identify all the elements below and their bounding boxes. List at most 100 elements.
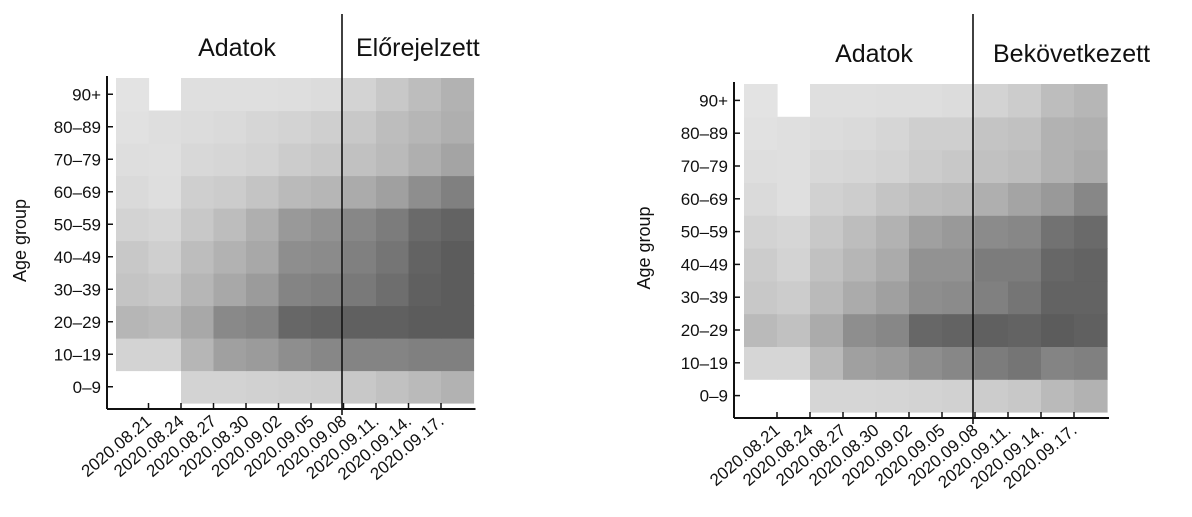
heatmap-cell-90+-col-6: [278, 78, 312, 112]
heatmap-cell-10-19-col-5: [876, 346, 910, 380]
y-tick-label: 10–19: [681, 354, 728, 373]
y-tick-label: 60–69: [681, 190, 728, 209]
heatmap-cell-40-49-col-5: [246, 240, 280, 274]
heatmap-cell-60-69-col-5: [246, 175, 280, 209]
heatmap-cell-10-19-col-6: [909, 346, 943, 380]
heatmap-cell-10-19-col-8: [975, 346, 1009, 380]
heatmap-cell-20-29-col-10: [408, 305, 442, 339]
heatmap-cell-10-19-col-4: [213, 338, 247, 372]
heatmap-cell-40-49-col-6: [278, 240, 312, 274]
heatmap-cell-60-69-col-1: [116, 175, 150, 209]
heatmap-cell-70-79-col-2: [777, 149, 811, 183]
heatmap-cell-80-89-col-8: [343, 110, 377, 144]
heatmap-cell-80-89-col-3: [810, 116, 844, 151]
heatmap-cell-60-69-col-3: [810, 182, 844, 216]
heatmap-cell-40-49-col-1: [116, 240, 150, 274]
heatmap-cell-20-29-col-11: [441, 305, 475, 339]
y-tick-label: 50–59: [54, 215, 101, 234]
heatmap-cell-40-49-col-10: [408, 240, 442, 274]
heatmap-cell-70-79-col-8: [343, 143, 377, 177]
heatmap-cell-60-69-col-4: [213, 175, 247, 209]
heatmap-cell-30-39-col-9: [376, 273, 410, 307]
y-tick-label: 0–9: [700, 387, 728, 406]
heatmap-cell-10-19-col-2: [777, 346, 811, 380]
heatmap-cell-80-89-col-7: [311, 110, 345, 144]
heatmap-cell-60-69-col-1: [744, 182, 778, 216]
heatmap-cell-30-39-col-6: [909, 280, 943, 315]
y-tick-label: 70–79: [54, 150, 101, 169]
heatmap-cell-10-19-col-6: [278, 338, 312, 372]
heatmap-cell-0-9-col-11: [441, 370, 475, 404]
heatmap-cell-50-59-col-7: [942, 215, 976, 249]
heatmap-cell-20-29-col-6: [909, 313, 943, 347]
heatmap-cell-90+-col-11: [1074, 84, 1108, 118]
heatmap-cell-70-79-col-5: [246, 143, 280, 177]
heatmap-cell-50-59-col-1: [744, 215, 778, 249]
heatmap-cell-20-29-col-3: [181, 305, 215, 339]
heatmap-cell-40-49-col-3: [181, 240, 215, 274]
heatmap-cell-90+-col-7: [942, 84, 976, 118]
heatmap-cell-20-29-col-9: [1008, 313, 1042, 347]
heatmap-cell-40-49-col-6: [909, 248, 943, 282]
heatmap-cell-60-69-col-6: [278, 175, 312, 209]
heatmap-cell-90+-col-10: [408, 78, 442, 112]
y-tick-label: 50–59: [681, 223, 728, 242]
heatmap-cell-60-69-col-8: [975, 182, 1009, 216]
heatmap-cell-80-89-col-11: [1074, 116, 1108, 151]
heatmap-cell-90+-col-5: [876, 84, 910, 118]
heatmap-cell-80-89-col-9: [376, 110, 410, 144]
heatmap-cell-50-59-col-6: [909, 215, 943, 249]
y-tick-label: 90+: [72, 85, 101, 104]
heatmap-cell-50-59-col-9: [376, 208, 410, 242]
heatmap-cell-30-39-col-5: [876, 280, 910, 315]
heatmap-cell-40-49-col-1: [744, 248, 778, 282]
heatmap-cell-50-59-col-7: [311, 208, 345, 242]
heatmap-cell-10-19-col-3: [181, 338, 215, 372]
heatmap-cell-40-49-col-3: [810, 248, 844, 282]
heatmap-cell-70-79-col-8: [975, 149, 1009, 183]
heatmap-cell-30-39-col-2: [148, 273, 182, 307]
heatmap-cell-20-29-col-2: [148, 305, 182, 339]
heatmap-cell-50-59-col-5: [876, 215, 910, 249]
heatmap-cell-30-39-col-7: [942, 280, 976, 315]
heatmap-cell-10-19-col-1: [744, 346, 778, 380]
y-tick-label: 40–49: [54, 248, 101, 267]
y-tick-label: 40–49: [681, 255, 728, 274]
section-label-forecast: Bekövetkezett: [993, 40, 1150, 68]
y-tick-label: 10–19: [54, 345, 101, 364]
heatmap-cell-80-89-col-7: [942, 116, 976, 151]
heatmap-cell-10-19-col-11: [441, 338, 475, 372]
y-tick-label: 0–9: [73, 378, 101, 397]
heatmap-cell-70-79-col-3: [810, 149, 844, 183]
section-label-forecast: Előrejelzett: [356, 34, 480, 62]
y-tick-label: 90+: [699, 91, 728, 110]
heatmap-cell-50-59-col-2: [148, 208, 182, 242]
heatmap-cell-10-19-col-7: [311, 338, 345, 372]
heatmap-cell-70-79-col-1: [116, 143, 150, 177]
heatmap-cell-10-19-col-3: [810, 346, 844, 380]
heatmap-cell-30-39-col-10: [408, 273, 442, 307]
heatmap-cell-60-69-col-6: [909, 182, 943, 216]
heatmap-cell-60-69-col-2: [148, 175, 182, 209]
heatmap-cell-50-59-col-4: [843, 215, 877, 249]
heatmap-cell-60-69-col-4: [843, 182, 877, 216]
heatmap-cell-20-29-col-7: [942, 313, 976, 347]
heatmap-cell-20-29-col-1: [116, 305, 150, 339]
heatmap-cell-70-79-col-4: [213, 143, 247, 177]
heatmap-cell-60-69-col-11: [1074, 182, 1108, 216]
heatmap-cell-0-9-col-11: [1074, 379, 1108, 413]
heatmap-cell-90+-col-4: [843, 84, 877, 118]
heatmap-cell-70-79-col-6: [909, 149, 943, 183]
heatmap-cell-60-69-col-8: [343, 175, 377, 209]
heatmap-cell-60-69-col-10: [1041, 182, 1075, 216]
heatmap-cell-10-19-col-8: [343, 338, 377, 372]
heatmap-panel-predicted: 0–9 10–19 20–29 30–39 40–49 50–59 60–69 70–79 80…: [10, 14, 480, 484]
heatmap-cell-90+-col-5: [246, 78, 280, 112]
section-label-data: Adatok: [835, 40, 913, 68]
heatmap-cell-50-59-col-8: [343, 208, 377, 242]
heatmap-cell-0-9-col-8: [975, 379, 1009, 413]
heatmap-cell-60-69-col-7: [942, 182, 976, 216]
heatmap-cell-50-59-col-5: [246, 208, 280, 242]
heatmap-cell-30-39-col-9: [1008, 280, 1042, 315]
